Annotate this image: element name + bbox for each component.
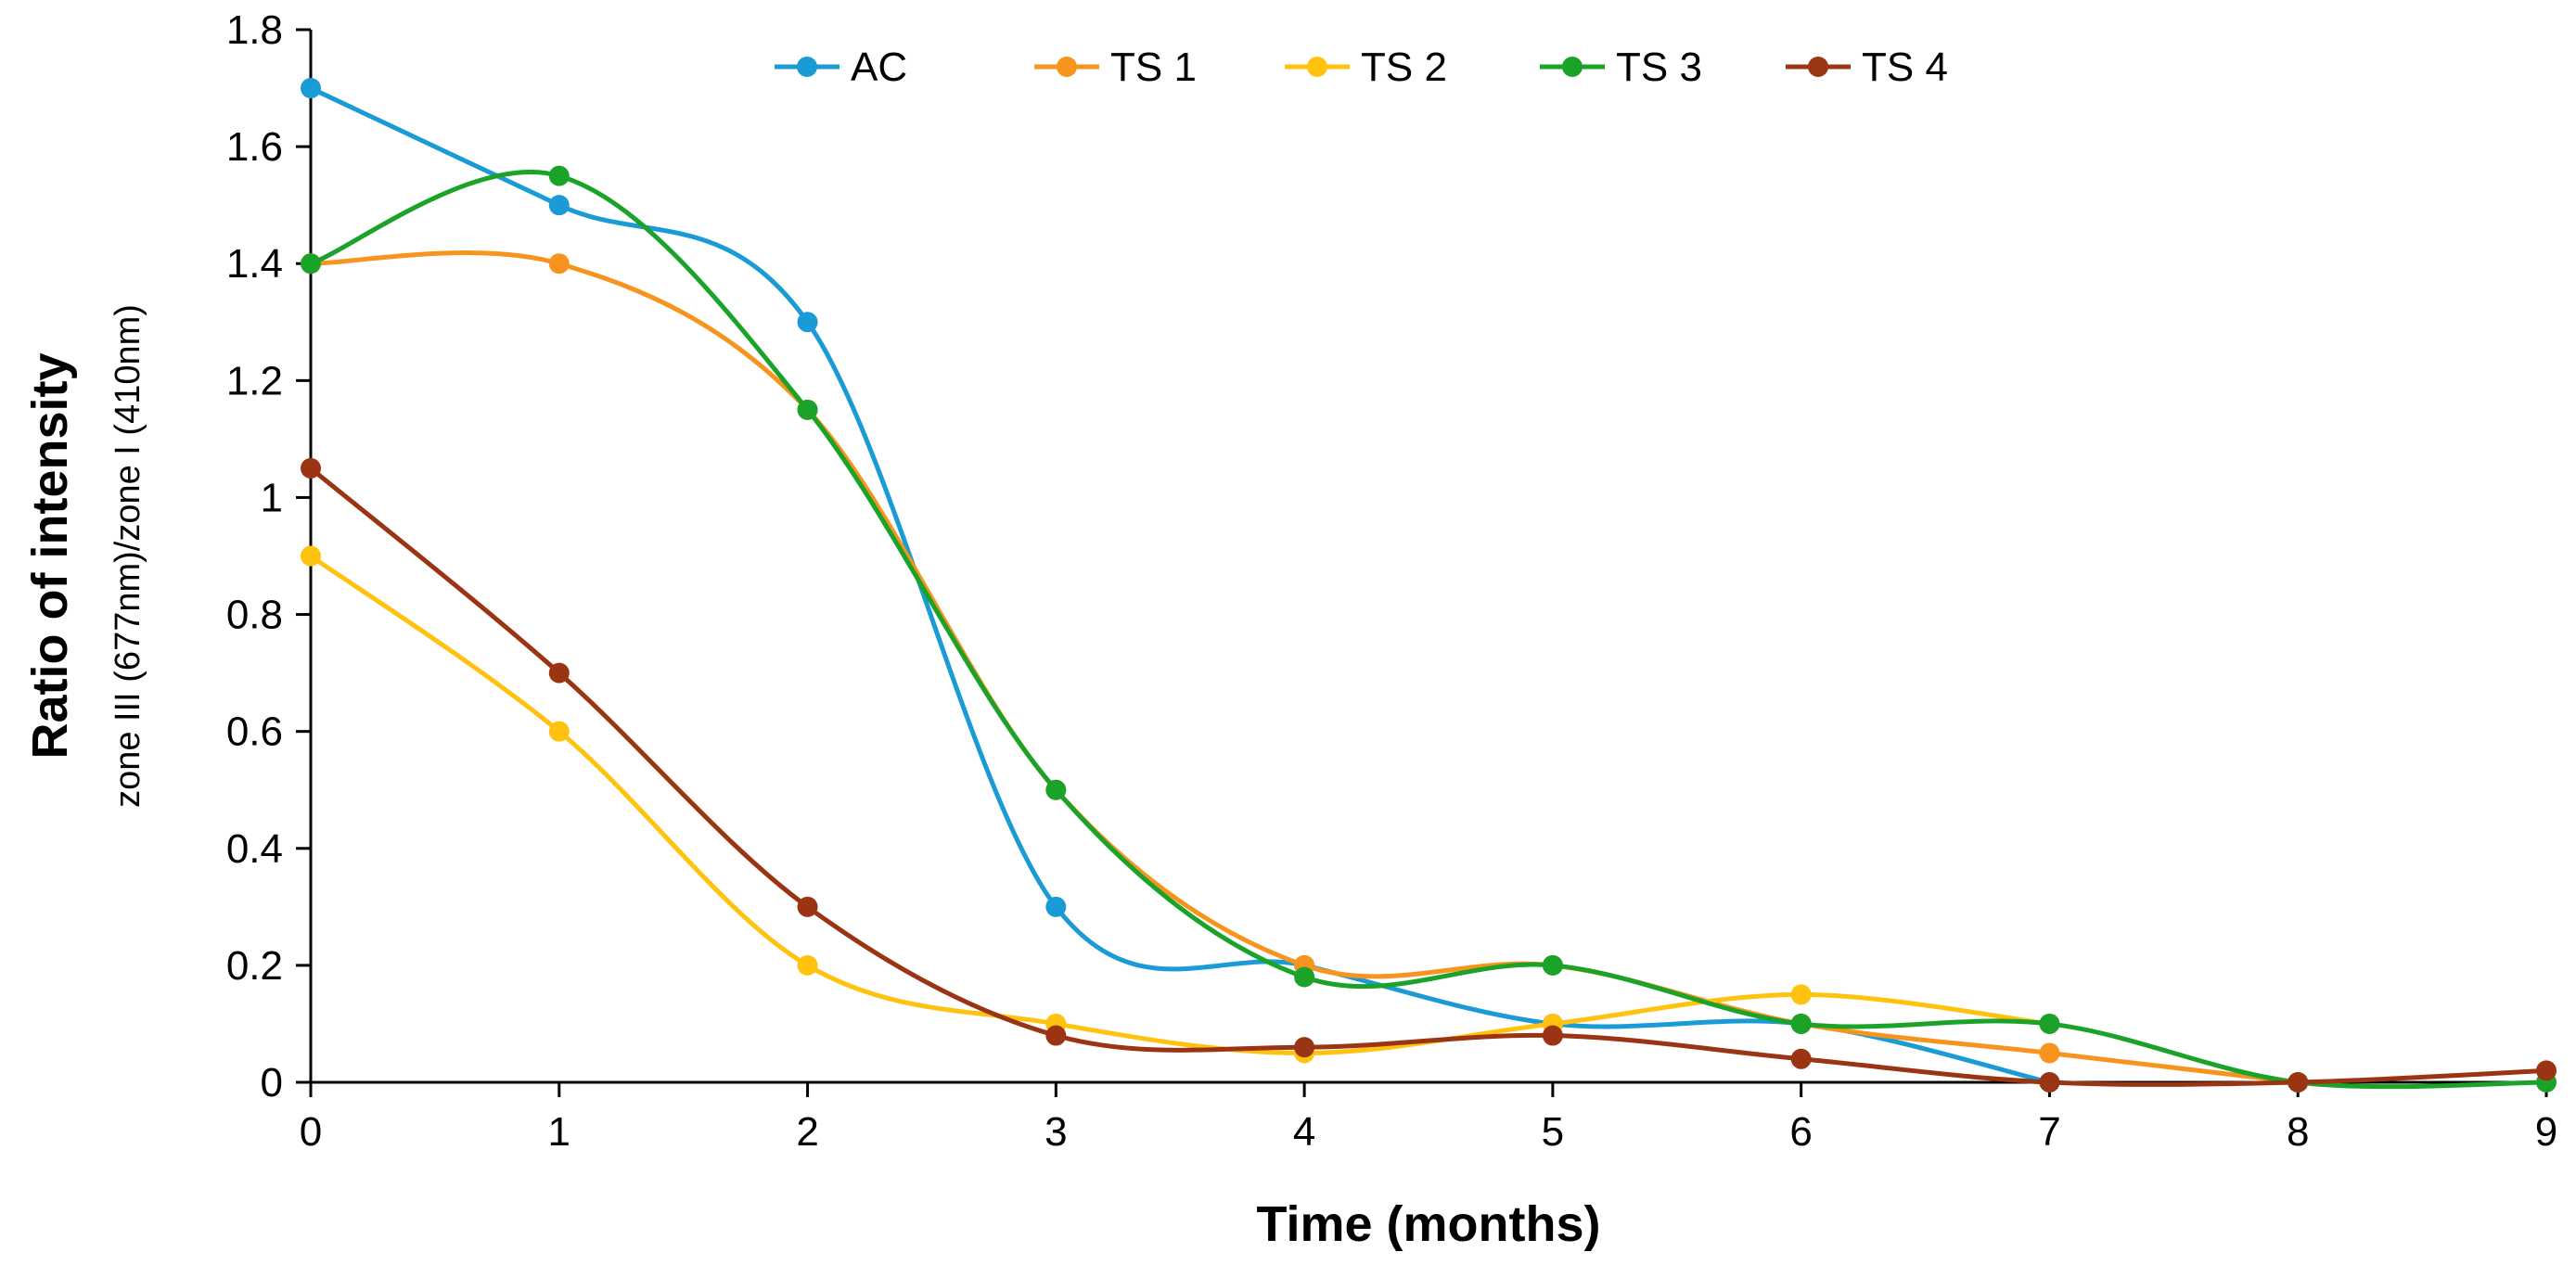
data-point [1542, 954, 1563, 976]
series-line [308, 466, 2549, 1087]
data-point [797, 312, 818, 333]
x-tick-label: 5 [1542, 1109, 1564, 1155]
data-point [2039, 1072, 2060, 1092]
data-point [1045, 896, 1067, 917]
data-point [301, 545, 321, 567]
legend-swatch-marker [797, 57, 817, 77]
data-point [548, 721, 570, 742]
series-ts-1 [301, 250, 2309, 1092]
x-axis-title: Time (months) [1256, 1196, 1600, 1252]
data-point [1045, 779, 1067, 800]
data-point [1790, 984, 1812, 1005]
legend-label: TS 1 [1110, 45, 1197, 90]
series-ts-3 [301, 165, 2557, 1092]
data-point [301, 457, 321, 479]
x-tick-label: 4 [1293, 1109, 1315, 1155]
series-line [308, 250, 2300, 1085]
x-tick-label: 0 [300, 1109, 322, 1155]
data-point [301, 78, 321, 99]
legend-swatch-marker [1057, 57, 1077, 77]
data-point [301, 253, 321, 275]
y-tick-label: 0.8 [226, 593, 283, 638]
x-tick-label: 7 [2038, 1109, 2060, 1155]
legend-label: TS 4 [1862, 45, 1948, 90]
data-point [1294, 1037, 1315, 1058]
legend-item: TS 2 [1285, 45, 1447, 90]
y-tick-label: 1.4 [226, 241, 283, 287]
y-tick-label: 1 [261, 475, 283, 520]
data-point [797, 399, 818, 420]
axes: 0 0.2 0.4 0.6 0.8 1 1.2 1.4 1.6 1.8 0 1 2 3 4 5 6 7 8 9 [226, 7, 2557, 1155]
x-tick-label: 9 [2535, 1109, 2557, 1155]
legend-item: TS 4 [1786, 45, 1948, 90]
y-tick-label: 1.6 [226, 124, 283, 170]
data-point [2039, 1013, 2060, 1034]
y-axis-title: Ratio of intensity [22, 352, 78, 759]
series-line [308, 554, 2052, 1055]
x-tick-label: 3 [1044, 1109, 1067, 1155]
data-point [797, 954, 818, 976]
data-point [1045, 1025, 1067, 1046]
data-point [2288, 1072, 2309, 1092]
data-point [548, 253, 570, 275]
data-point [1790, 1013, 1812, 1034]
legend-swatch-marker [1562, 57, 1583, 77]
series-ts-4 [301, 457, 2557, 1092]
y-tick-label: 1.8 [226, 7, 283, 53]
x-tick-label: 2 [796, 1109, 818, 1155]
y-axis-subtitle: zone III (677nm)/zone I (410nm) [109, 304, 147, 808]
legend-label: TS 3 [1616, 45, 1702, 90]
legend: AC TS 1 TS 2 TS 3 TS 4 [775, 45, 1948, 90]
data-point [797, 896, 818, 917]
data-point [2536, 1060, 2557, 1081]
y-tick-label: 0.4 [226, 826, 283, 872]
data-point [548, 165, 570, 186]
legend-label: AC [851, 45, 907, 90]
legend-item: TS 3 [1540, 45, 1702, 90]
data-point [1790, 1048, 1812, 1069]
x-tick-label: 8 [2287, 1109, 2309, 1155]
data-point [2039, 1042, 2060, 1064]
data-point [548, 195, 570, 216]
data-point [548, 662, 570, 684]
data-point [1294, 966, 1315, 988]
legend-swatch-marker [1808, 57, 1828, 77]
legend-item: TS 1 [1034, 45, 1197, 90]
x-tick-label: 1 [548, 1109, 570, 1155]
legend-item: AC [775, 45, 907, 90]
y-tick-label: 0.2 [226, 943, 283, 989]
x-tick-label: 6 [1789, 1109, 1812, 1155]
data-point [1542, 1025, 1563, 1046]
series-ac [301, 78, 2060, 1092]
y-tick-label: 0.6 [226, 709, 283, 755]
y-tick-label: 0 [261, 1060, 283, 1105]
series-line [308, 169, 2549, 1090]
y-tick-label: 1.2 [226, 358, 283, 403]
series-ts-2 [301, 545, 2060, 1064]
series-group [301, 78, 2557, 1092]
series-line [308, 85, 2052, 1085]
legend-swatch-marker [1307, 57, 1327, 77]
legend-label: TS 2 [1361, 45, 1447, 90]
